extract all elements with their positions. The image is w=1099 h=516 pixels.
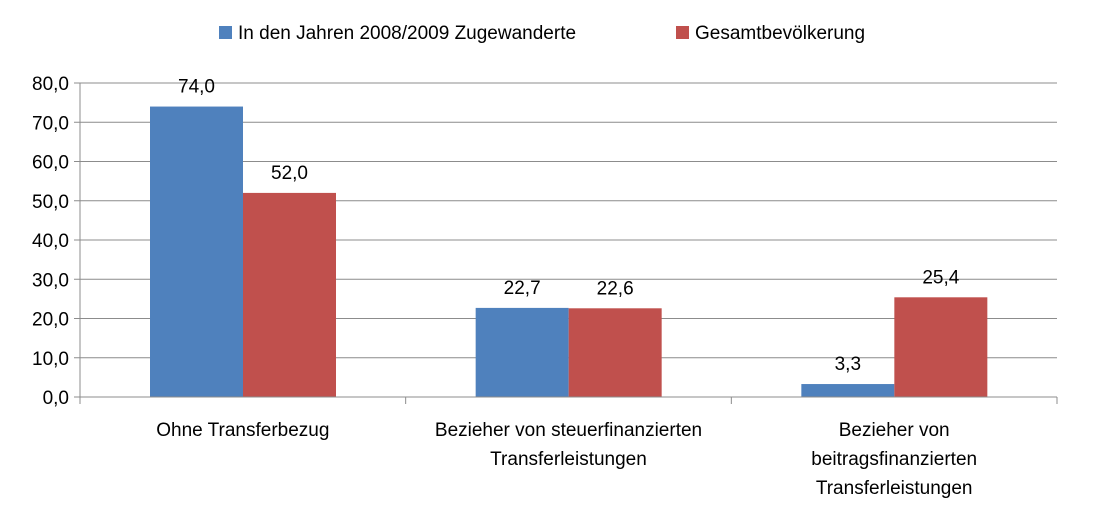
bar bbox=[568, 308, 662, 397]
bar bbox=[894, 297, 988, 397]
x-category-label: Bezieher von bbox=[839, 420, 950, 441]
x-category-label: Transferleistungen bbox=[816, 478, 973, 499]
legend-label: Gesamtbevölkerung bbox=[695, 23, 865, 44]
data-label: 3,3 bbox=[835, 354, 861, 375]
data-label: 22,7 bbox=[504, 278, 541, 299]
legend: In den Jahren 2008/2009 Zugewanderte Gesa… bbox=[219, 23, 865, 44]
bars bbox=[150, 106, 988, 398]
bar bbox=[801, 384, 895, 397]
y-tick-label: 0,0 bbox=[43, 388, 69, 409]
y-tick-label: 40,0 bbox=[32, 231, 69, 252]
x-category-label: Ohne Transferbezug bbox=[156, 420, 329, 441]
y-tick-label: 30,0 bbox=[32, 270, 69, 291]
y-axis: 0,0 10,0 20,0 30,0 40,0 50,0 60,0 70,0 80,0 bbox=[32, 74, 81, 409]
data-label: 52,0 bbox=[271, 163, 308, 184]
y-tick-label: 80,0 bbox=[32, 74, 69, 95]
data-label: 25,4 bbox=[922, 267, 959, 288]
x-category-label: Bezieher von steuerfinanzierten bbox=[435, 420, 702, 441]
bar bbox=[243, 192, 336, 397]
x-category-label: Transferleistungen bbox=[490, 449, 647, 470]
y-tick-label: 50,0 bbox=[32, 192, 69, 213]
data-label: 22,6 bbox=[597, 278, 634, 299]
bar bbox=[150, 106, 243, 398]
legend-label: In den Jahren 2008/2009 Zugewanderte bbox=[238, 23, 576, 44]
legend-swatch bbox=[219, 26, 232, 39]
x-axis: Ohne Transferbezug Bezieher von steuerfin… bbox=[79, 396, 1058, 499]
y-tick-label: 60,0 bbox=[32, 153, 69, 174]
y-tick-label: 10,0 bbox=[32, 349, 69, 370]
x-category-label: beitragsfinanzierten bbox=[811, 449, 977, 470]
y-tick-label: 20,0 bbox=[32, 310, 69, 331]
bar bbox=[475, 307, 569, 397]
data-labels: 74,0 22,7 3,3 52,0 22,6 25,4 bbox=[178, 77, 960, 375]
legend-swatch bbox=[676, 26, 689, 39]
data-label: 74,0 bbox=[178, 77, 215, 98]
y-tick-label: 70,0 bbox=[32, 113, 69, 134]
